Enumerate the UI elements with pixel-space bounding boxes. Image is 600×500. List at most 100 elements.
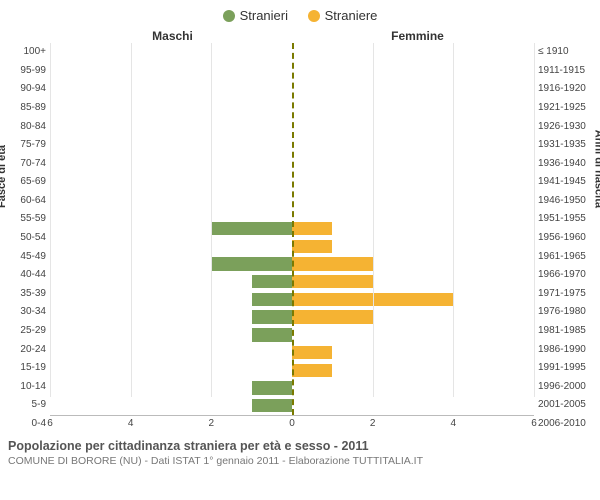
legend-label-female: Straniere <box>325 8 378 23</box>
y-right-tick: 1961-1965 <box>534 247 592 266</box>
legend-label-male: Stranieri <box>240 8 288 23</box>
bar-row-male <box>50 149 292 167</box>
y-left-tick: 70-74 <box>8 154 50 173</box>
bar-row-female <box>292 379 534 397</box>
y-left-tick: 80-84 <box>8 117 50 136</box>
y-right-tick: 1981-1985 <box>534 321 592 340</box>
header-male: Maschi <box>0 29 295 43</box>
bar-male <box>252 328 292 341</box>
bar-female <box>292 257 373 270</box>
bar-row-male <box>50 220 292 238</box>
y-right-tick: 1991-1995 <box>534 358 592 377</box>
y-right-tick: 1996-2000 <box>534 377 592 396</box>
bar-row-male <box>50 291 292 309</box>
y-left-axis-label: Fasce di età <box>0 145 8 208</box>
y-right-tick: 1931-1935 <box>534 135 592 154</box>
y-left-tick: 85-89 <box>8 98 50 117</box>
y-left-tick: 75-79 <box>8 135 50 154</box>
bar-row-male <box>50 113 292 131</box>
x-tick: 6 <box>47 418 53 429</box>
bar-row-male <box>50 326 292 344</box>
y-right-tick: 1976-1980 <box>534 303 592 322</box>
bar-row-male <box>50 131 292 149</box>
x-tick: 6 <box>531 418 537 429</box>
bar-row-female <box>292 344 534 362</box>
bar-row-male <box>50 255 292 273</box>
bar-row-female <box>292 167 534 185</box>
y-right-tick: 2006-2010 <box>534 414 592 433</box>
bar-row-female <box>292 361 534 379</box>
bar-male <box>252 275 292 288</box>
y-right-tick: 1936-1940 <box>534 154 592 173</box>
bar-male <box>252 310 292 323</box>
bar-row-female <box>292 273 534 291</box>
bar-row-male <box>50 379 292 397</box>
bar-row-male <box>50 237 292 255</box>
y-right-axis-label: Anni di nascita <box>592 129 600 207</box>
y-right-tick: 1941-1945 <box>534 173 592 192</box>
y-left-tick: 100+ <box>8 43 50 62</box>
y-right-ticks: ≤ 19101911-19151916-19201921-19251926-19… <box>534 43 592 433</box>
gridline <box>453 43 454 397</box>
column-headers: Maschi Femmine <box>0 29 600 43</box>
bar-row-female <box>292 291 534 309</box>
bar-female <box>292 364 332 377</box>
chart-footer: Popolazione per cittadinanza straniera p… <box>0 433 600 467</box>
y-left-tick: 50-54 <box>8 228 50 247</box>
bar-female <box>292 240 332 253</box>
male-half <box>50 43 292 415</box>
bar-female <box>292 275 373 288</box>
legend-item-female: Straniere <box>308 8 378 23</box>
y-left-tick: 30-34 <box>8 303 50 322</box>
bar-row-male <box>50 167 292 185</box>
x-axis: 6420246 <box>50 415 534 433</box>
bar-row-female <box>292 255 534 273</box>
y-left-tick: 20-24 <box>8 340 50 359</box>
bar-row-female <box>292 202 534 220</box>
y-right-tick: 1926-1930 <box>534 117 592 136</box>
bar-row-female <box>292 237 534 255</box>
female-half <box>292 43 534 415</box>
y-right-tick: 1986-1990 <box>534 340 592 359</box>
gridline <box>534 43 535 397</box>
bar-male <box>211 257 292 270</box>
x-tick: 0 <box>289 418 295 429</box>
y-left-tick: 90-94 <box>8 80 50 99</box>
gridline <box>131 43 132 397</box>
y-left-tick: 25-29 <box>8 321 50 340</box>
legend-swatch-male <box>223 10 235 22</box>
y-right-tick: 2001-2005 <box>534 395 592 414</box>
bar-row-male <box>50 78 292 96</box>
x-tick: 4 <box>128 418 134 429</box>
legend-swatch-female <box>308 10 320 22</box>
y-right-tick: 1946-1950 <box>534 191 592 210</box>
bar-row-male <box>50 96 292 114</box>
header-female: Femmine <box>295 29 600 43</box>
gridline <box>373 43 374 397</box>
y-left-tick: 60-64 <box>8 191 50 210</box>
y-right-tick: 1971-1975 <box>534 284 592 303</box>
bar-row-male <box>50 202 292 220</box>
bar-row-female <box>292 397 534 415</box>
plot <box>50 43 534 415</box>
chart-title: Popolazione per cittadinanza straniera p… <box>8 439 592 453</box>
bar-row-female <box>292 308 534 326</box>
y-right-tick: 1956-1960 <box>534 228 592 247</box>
bar-male <box>252 293 292 306</box>
gridline <box>50 43 51 397</box>
chart-legend: Stranieri Straniere <box>0 0 600 29</box>
legend-item-male: Stranieri <box>223 8 288 23</box>
y-left-ticks: 100+95-9990-9485-8980-8475-7970-7465-696… <box>8 43 50 433</box>
y-right-tick: 1966-1970 <box>534 265 592 284</box>
y-right-tick: 1921-1925 <box>534 98 592 117</box>
bar-row-male <box>50 273 292 291</box>
gridline <box>211 43 212 397</box>
y-right-tick: 1951-1955 <box>534 210 592 229</box>
bar-row-male <box>50 308 292 326</box>
x-tick: 4 <box>451 418 457 429</box>
bar-row-male <box>50 60 292 78</box>
bar-row-female <box>292 131 534 149</box>
y-right-tick: 1916-1920 <box>534 80 592 99</box>
x-tick: 2 <box>370 418 376 429</box>
y-right-tick: 1911-1915 <box>534 61 592 80</box>
